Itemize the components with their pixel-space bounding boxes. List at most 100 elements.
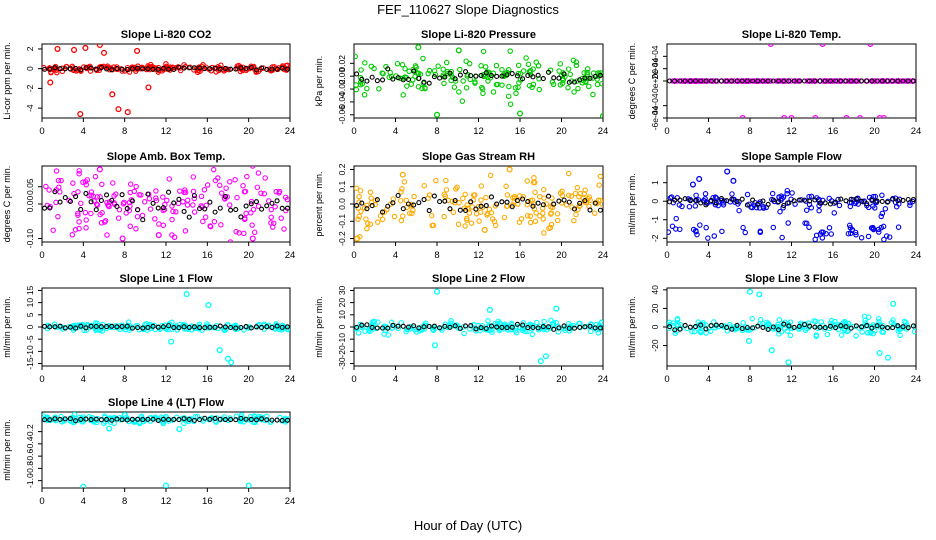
- reference-point: [202, 325, 208, 331]
- reference-point: [864, 78, 870, 84]
- reference-point: [181, 324, 187, 330]
- outlier-point: [162, 482, 170, 488]
- data-point: [757, 316, 764, 323]
- reference-point: [171, 66, 177, 73]
- reference-point: [129, 198, 135, 204]
- panel-title: Slope Line 2 Flow: [432, 273, 525, 285]
- data-point: [503, 183, 509, 190]
- data-point: [226, 202, 233, 208]
- x-tick-label: 20: [243, 496, 254, 507]
- reference-point: [264, 203, 270, 209]
- reference-point: [488, 72, 495, 79]
- reference-point: [750, 325, 756, 331]
- reference-point: [78, 206, 84, 212]
- reference-point: [212, 209, 218, 215]
- reference-point: [166, 323, 172, 329]
- data-point: [587, 197, 593, 204]
- reference-point: [864, 201, 870, 207]
- reference-point: [93, 207, 99, 213]
- outlier-point: [121, 412, 128, 419]
- reference-point: [274, 417, 280, 423]
- reference-point: [494, 201, 500, 207]
- data-point: [147, 206, 154, 212]
- data-point: [116, 206, 123, 213]
- data-point: [358, 208, 364, 215]
- reference-point: [93, 323, 99, 330]
- data-point: [400, 92, 406, 98]
- reference-point: [551, 326, 557, 332]
- data-point: [571, 217, 577, 224]
- data-point: [268, 220, 274, 226]
- panel-title: Slope Li-820 Temp.: [742, 29, 841, 41]
- reference-point: [42, 66, 48, 72]
- data-point: [399, 62, 406, 68]
- x-tick-label: 4: [81, 496, 86, 507]
- data-point: [170, 208, 176, 215]
- reference-point: [83, 325, 89, 331]
- reference-point: [597, 207, 603, 213]
- data-point: [504, 323, 510, 330]
- reference-point: [364, 322, 370, 328]
- data-point: [470, 192, 477, 198]
- reference-point: [910, 196, 916, 203]
- data-point: [94, 320, 100, 327]
- reference-point: [129, 66, 135, 72]
- reference-point: [447, 324, 453, 330]
- data-point: [901, 318, 908, 325]
- y-tick-label: -30: [337, 357, 347, 370]
- reference-point: [478, 325, 484, 331]
- data-point: [160, 207, 166, 214]
- data-point: [736, 207, 742, 214]
- data-point: [492, 222, 499, 229]
- data-point: [689, 328, 695, 335]
- reference-point: [411, 202, 417, 208]
- data-point: [836, 202, 843, 209]
- x-tick-label: 4: [81, 250, 86, 261]
- reference-point: [535, 200, 541, 206]
- data-point: [581, 70, 587, 76]
- reference-point: [890, 196, 896, 202]
- reference-point: [895, 198, 901, 204]
- reference-point: [385, 66, 391, 72]
- reference-point: [98, 197, 104, 204]
- reference-point: [124, 67, 130, 73]
- data-point: [241, 188, 248, 195]
- data-point: [583, 78, 589, 84]
- data-point: [803, 207, 810, 213]
- data-point: [364, 85, 370, 92]
- reference-point: [592, 73, 598, 79]
- data-point: [527, 213, 534, 219]
- outlier-point: [880, 114, 887, 118]
- reference-point: [561, 323, 567, 329]
- outlier-point: [542, 353, 549, 360]
- data-point: [431, 68, 438, 74]
- data-point: [399, 213, 406, 219]
- reference-point: [667, 199, 673, 205]
- data-point: [57, 189, 63, 195]
- reference-point: [843, 324, 849, 330]
- data-point: [428, 212, 435, 219]
- x-tick-label: 12: [786, 250, 797, 261]
- reference-point: [499, 324, 505, 330]
- data-point: [507, 101, 514, 107]
- y-tick-label: -0.06: [337, 105, 347, 125]
- reference-point: [395, 323, 401, 329]
- y-axis-label: Li-cor ppm per min.: [2, 42, 12, 120]
- x-tick-label: 20: [556, 250, 567, 261]
- y-tick-label: -20: [337, 345, 347, 358]
- y-tick-label: 5: [25, 312, 35, 317]
- reference-point: [786, 323, 792, 329]
- data-point: [804, 78, 811, 84]
- x-tick-label: 0: [351, 126, 356, 137]
- outlier-point: [100, 49, 108, 56]
- data-point: [281, 417, 288, 424]
- reference-point: [468, 323, 474, 329]
- data-point: [566, 328, 573, 334]
- reference-point: [431, 323, 437, 329]
- reference-point: [786, 200, 792, 206]
- data-point: [525, 61, 532, 68]
- x-tick-label: 8: [122, 126, 127, 137]
- y-tick-label: 0.00: [337, 68, 347, 85]
- data-point: [831, 210, 838, 216]
- data-point: [824, 331, 831, 338]
